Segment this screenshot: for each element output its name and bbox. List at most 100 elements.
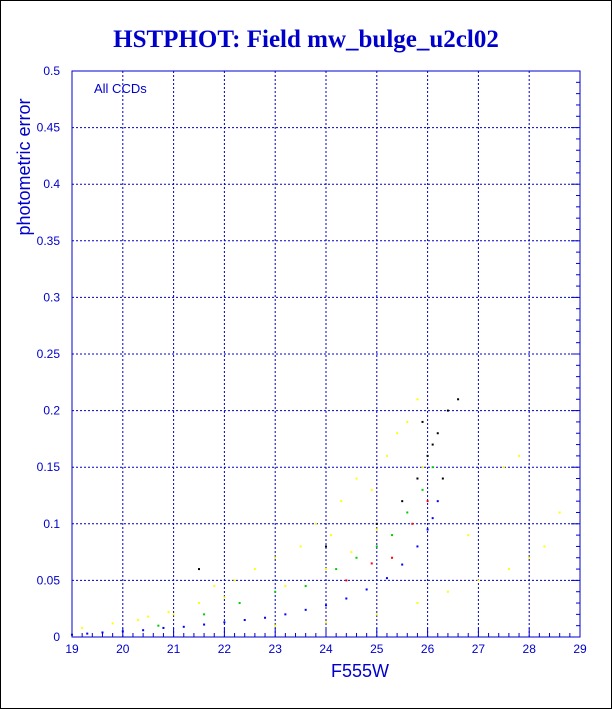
data-point (304, 608, 307, 611)
data-point (421, 466, 424, 469)
data-point (467, 534, 470, 537)
y-tick-label: 0.2 (43, 404, 60, 418)
data-point (391, 534, 394, 537)
data-point (421, 420, 424, 423)
data-point (325, 568, 327, 571)
data-point (162, 626, 165, 629)
data-point (416, 545, 419, 548)
data-point (416, 602, 419, 605)
y-tick-label: 0.15 (37, 460, 61, 474)
data-point (142, 629, 145, 632)
data-point (243, 619, 246, 622)
data-point (431, 466, 434, 469)
data-point (518, 454, 521, 457)
data-point (274, 556, 277, 559)
x-tick-label: 28 (523, 642, 537, 656)
data-point (401, 563, 404, 566)
data-point (431, 517, 434, 520)
data-point (284, 585, 287, 588)
x-axis-label: F555W (331, 661, 389, 681)
x-tick-label: 19 (65, 642, 79, 656)
data-point (426, 500, 429, 503)
y-tick-label: 0.05 (37, 573, 61, 587)
data-point (101, 631, 104, 634)
data-point (198, 568, 200, 571)
data-point (203, 613, 206, 616)
data-point (238, 602, 241, 605)
data-point (86, 632, 89, 635)
y-axis-label: photometric error (14, 98, 34, 235)
data-point (167, 611, 170, 614)
data-point (325, 545, 327, 548)
x-tick-label: 21 (167, 642, 181, 656)
y-tick-label: 0.5 (43, 64, 60, 78)
data-point (284, 613, 287, 616)
data-point (304, 585, 307, 588)
data-point (426, 528, 429, 531)
x-tick-label: 29 (573, 642, 587, 656)
data-point (157, 624, 160, 627)
data-point (253, 568, 256, 571)
data-point (223, 596, 226, 599)
x-tick-labels: 19 20 21 22 23 24 25 26 27 28 29 (65, 642, 587, 656)
data-point (375, 522, 378, 525)
y-tick-label: 0.3 (43, 290, 60, 304)
data-point (345, 597, 348, 600)
grid (72, 71, 580, 637)
data-point (81, 626, 84, 629)
data-point (355, 556, 358, 559)
data-point (385, 454, 388, 457)
data-point (111, 622, 114, 625)
data-point (436, 432, 439, 435)
data-point (274, 624, 277, 627)
data-point (355, 477, 358, 480)
data-point (406, 511, 409, 514)
y-tick-label: 0.45 (37, 121, 61, 135)
data-point (385, 577, 388, 580)
data-point (325, 621, 327, 624)
data-point (325, 604, 327, 607)
data-point (528, 556, 531, 559)
data-points (71, 398, 561, 636)
x-tick-label: 24 (319, 642, 333, 656)
x-tick-label: 20 (116, 642, 130, 656)
data-point (543, 545, 546, 548)
data-point (446, 590, 449, 593)
data-point (441, 477, 444, 480)
y-tick-label: 0.35 (37, 234, 61, 248)
chart-title: HSTPHOT: Field mw_bulge_u2cl02 (113, 26, 499, 53)
data-point (370, 488, 373, 491)
data-point (223, 621, 226, 624)
data-point (213, 585, 216, 588)
x-tick-label: 27 (472, 642, 486, 656)
data-point (172, 613, 175, 616)
data-point (558, 511, 561, 514)
data-point (375, 545, 378, 548)
y-tick-labels: 0 0.05 0.1 0.15 0.2 0.25 0.3 0.35 0.4 0.45 0.5 (37, 64, 61, 644)
data-point (457, 398, 460, 401)
data-point (345, 579, 348, 582)
all-ccds-annotation: All CCDs (94, 81, 147, 96)
data-point (314, 522, 317, 525)
data-point (426, 454, 429, 457)
data-point (436, 500, 439, 503)
data-point (330, 534, 333, 537)
data-point (233, 579, 236, 582)
data-point (198, 602, 200, 605)
x-tick-label: 23 (269, 642, 283, 656)
data-point (375, 528, 378, 531)
data-point (411, 522, 414, 525)
data-point (375, 613, 378, 616)
y-tick-label: 0.25 (37, 347, 61, 361)
data-point (421, 488, 424, 491)
data-point (370, 562, 373, 565)
data-point (182, 625, 185, 628)
data-point (137, 619, 140, 622)
y-tick-label: 0 (53, 630, 60, 644)
data-point (396, 432, 399, 435)
data-point (416, 477, 419, 480)
data-point (416, 398, 419, 401)
data-point (502, 466, 505, 469)
data-point (507, 568, 510, 571)
